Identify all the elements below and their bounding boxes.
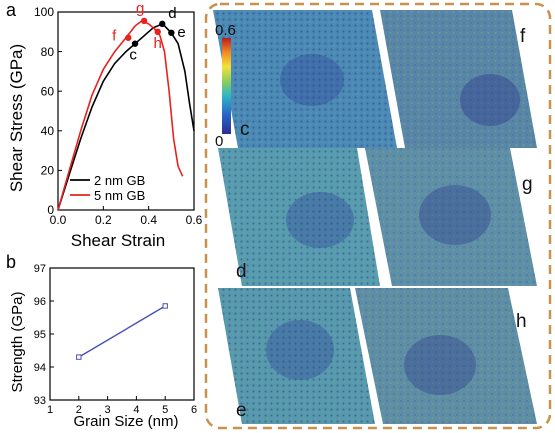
point-g bbox=[140, 17, 148, 25]
point-label-h: h bbox=[154, 35, 162, 52]
snapshot-d-grain bbox=[286, 192, 354, 248]
snapshot-h-texture bbox=[355, 288, 537, 424]
snapshot-f-grain bbox=[460, 74, 520, 126]
x-tick-label: 4 bbox=[133, 404, 139, 416]
snapshot-label-f: f bbox=[520, 26, 526, 47]
plot-frame bbox=[49, 267, 195, 401]
colorbar-max-label: 0.6 bbox=[215, 22, 236, 39]
x-tick-label: 2 bbox=[76, 404, 82, 416]
data-point bbox=[162, 303, 168, 309]
snapshot-g-texture bbox=[365, 148, 537, 286]
y-tick-label: 96 bbox=[34, 296, 46, 308]
snapshot-h-grain bbox=[404, 335, 476, 395]
x-tick-label: 1 bbox=[47, 404, 53, 416]
point-label-c: c bbox=[129, 47, 137, 64]
legend-label: 2 nm GB bbox=[94, 173, 145, 188]
snapshot-d-texture bbox=[218, 148, 380, 286]
plot-frame bbox=[57, 11, 195, 211]
panel-b-ylabel: Strength (GPa) bbox=[9, 292, 26, 393]
snapshot-label-g: g bbox=[522, 174, 533, 195]
x-tick-label: 6 bbox=[191, 404, 197, 416]
point-label-d: d bbox=[168, 5, 176, 22]
snapshot-c-texture bbox=[213, 10, 397, 148]
colorbar-min-label: 0 bbox=[215, 133, 223, 150]
point-h bbox=[154, 28, 161, 35]
series-line bbox=[57, 24, 195, 211]
snapshot-c-grain bbox=[280, 54, 344, 106]
snapshot-label-e: e bbox=[236, 400, 247, 421]
snapshot-g-grain bbox=[419, 185, 491, 245]
x-tick-label: 0.0 bbox=[50, 213, 67, 227]
snapshot-label-h: h bbox=[516, 311, 527, 332]
atomic-snapshots: 0.6 0 c f g d e h bbox=[204, 2, 552, 430]
y-tick-label: 40 bbox=[41, 124, 55, 138]
snapshot-frame bbox=[204, 2, 552, 430]
snapshot-f-texture bbox=[380, 10, 537, 148]
panel-a: a Shear Stress (GPa) Shear Strain 0.0 0.2… bbox=[6, 0, 203, 250]
panel-a-plot-area: 0.0 0.2 0.4 0.6 0 20 40 60 80 100 c de f g h 2 nm GB5 n… bbox=[34, 0, 203, 227]
x-tick-label: 0.6 bbox=[186, 213, 203, 227]
y-tick-label: 60 bbox=[41, 84, 55, 98]
point-f bbox=[125, 34, 132, 41]
snapshot-label-d: d bbox=[236, 261, 247, 282]
point-label-e: e bbox=[177, 24, 185, 41]
x-tick-label: 0.2 bbox=[95, 213, 112, 227]
series-line bbox=[78, 305, 166, 358]
panel-a-xlabel: Shear Strain bbox=[71, 231, 166, 250]
snapshot-label-c: c bbox=[240, 119, 250, 140]
panel-b-xlabel: Grain Size (nm) bbox=[73, 413, 178, 430]
x-tick-label: 3 bbox=[105, 404, 111, 416]
point-c bbox=[131, 40, 139, 47]
y-tick-label: 0 bbox=[47, 203, 54, 217]
colorbar bbox=[222, 38, 231, 134]
snapshot-e-texture bbox=[218, 288, 375, 424]
y-tick-label: 93 bbox=[34, 395, 46, 407]
panel-a-ylabel: Shear Stress (GPa) bbox=[7, 44, 26, 192]
y-tick-label: 80 bbox=[41, 45, 55, 59]
point-d bbox=[159, 20, 166, 28]
y-tick-label: 100 bbox=[34, 5, 54, 19]
panel-a-letter: a bbox=[6, 0, 17, 20]
snapshot-e-grain bbox=[266, 320, 334, 380]
y-tick-label: 94 bbox=[34, 362, 46, 374]
point-e bbox=[168, 29, 175, 36]
y-tick-label: 20 bbox=[41, 164, 55, 178]
y-tick-label: 97 bbox=[34, 263, 46, 275]
panel-b-letter: b bbox=[6, 252, 16, 272]
data-point bbox=[76, 354, 82, 360]
point-label-g: g bbox=[136, 0, 144, 17]
point-label-f: f bbox=[112, 28, 117, 45]
x-tick-label: 0.4 bbox=[140, 213, 157, 227]
panel-b: b Strength (GPa) Grain Size (nm) 1 2 3 4 5 6 9… bbox=[6, 252, 197, 430]
x-tick-label: 5 bbox=[162, 404, 168, 416]
legend-label: 5 nm GB bbox=[94, 188, 145, 203]
panel-b-plot-area: 1 2 3 4 5 6 93 94 95 96 97 bbox=[34, 263, 197, 416]
y-tick-label: 95 bbox=[34, 329, 46, 341]
